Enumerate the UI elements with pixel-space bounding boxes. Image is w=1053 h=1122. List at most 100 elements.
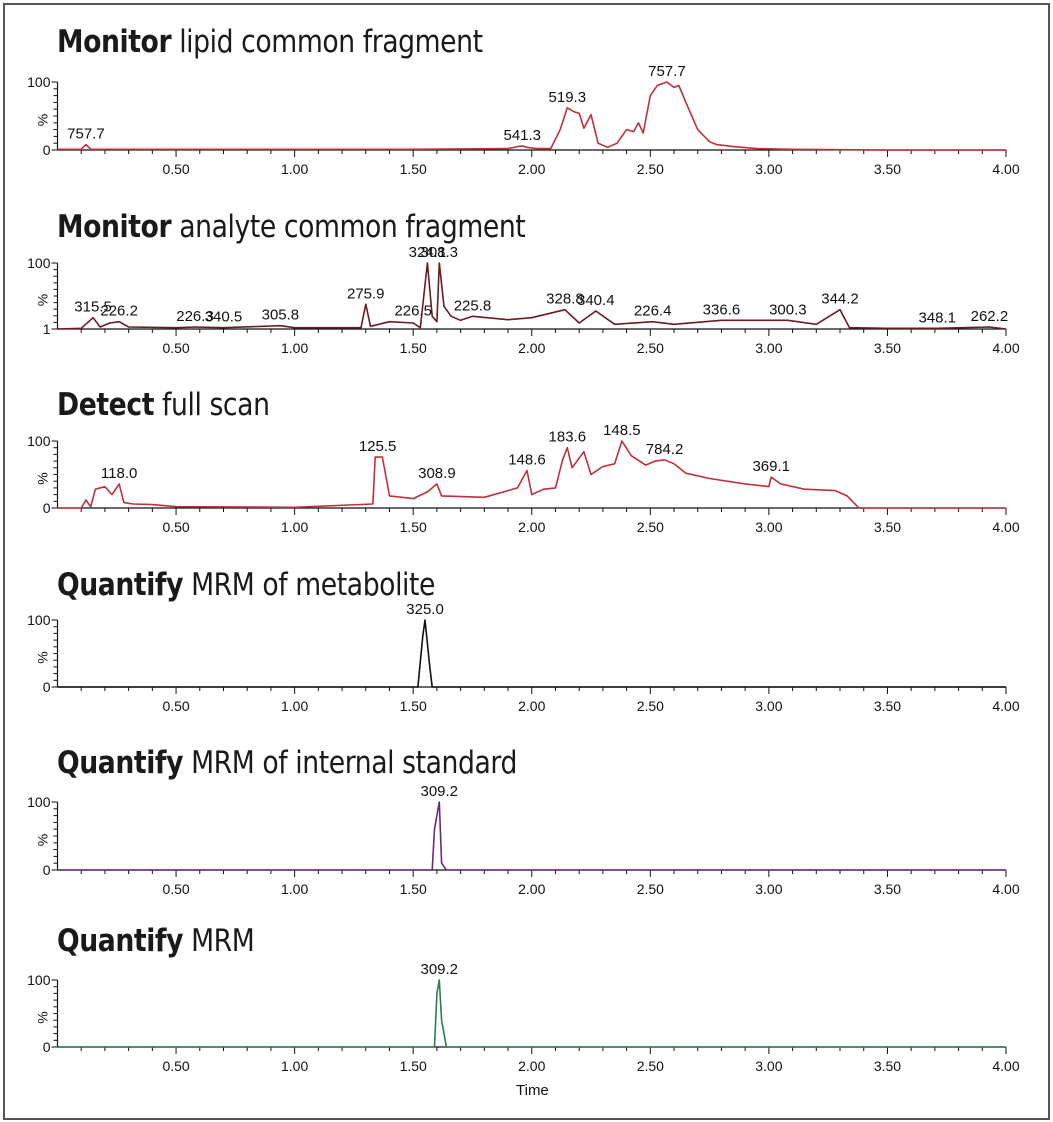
peak-label: 315.5 [74,299,112,316]
title-rest: MRM of internal standard [183,745,517,781]
x-tick-label: 4.00 [992,340,1019,356]
y-axis-label: % [35,834,51,846]
peak-label: 183.6 [549,429,587,446]
x-tick-label: 1.50 [400,519,427,535]
x-tick-label: 4.00 [992,1058,1019,1074]
x-tick-label: 2.50 [637,881,664,897]
peak-label: 275.9 [347,285,385,302]
peak-label: 344.2 [821,291,859,308]
peak-label: 336.6 [703,301,741,318]
x-tick-label: 2.50 [637,1058,664,1074]
title-rest: MRM [183,923,255,959]
panel-title-lipid: Monitor lipid common fragment [57,24,483,60]
peak-label: 348.1 [918,309,956,326]
panel-title-analyte: Monitor analyte common fragment [57,209,526,245]
y-axis-label: % [35,472,51,484]
x-tick-label: 2.50 [637,519,664,535]
peak-label: 757.7 [648,63,686,80]
x-tick-label: 2.50 [637,161,664,177]
x-tick-label: 3.50 [874,161,901,177]
x-tick-label: 0.50 [162,519,189,535]
peak-label: 328.8 [546,291,584,308]
x-tick-label: 0.50 [162,340,189,356]
x-tick-label: 1.00 [281,340,308,356]
title-bold: Quantify [57,567,184,603]
x-tick-label: 3.00 [755,881,782,897]
x-tick-label: 1.00 [281,519,308,535]
peak-label: 118.0 [101,465,137,482]
chromatogram-panel: 100 1% 0.50 1.00 1.50 2.00 2.50 3.00 3.50 4.00 315… [27,244,1020,356]
peak-label: 757.7 [67,126,105,143]
y-tick-top: 100 [27,972,51,988]
figure-frame [3,3,1050,1120]
peak-label: 325.0 [406,601,444,618]
y-tick-bottom: 0 [43,862,51,878]
peak-label: 340.4 [577,292,615,309]
x-tick-label: 3.50 [874,1058,901,1074]
x-tick-label: 4.00 [992,881,1019,897]
peak-label: 300.3 [769,301,807,318]
title-rest: analyte common fragment [171,209,526,245]
chromatogram-trace [57,262,1007,330]
chromatogram-panel: 100 0% 0.50 1.00 1.50 2.00 2.50 3.00 3.50 4.00 325… [27,601,1020,714]
x-tick-label: 4.00 [992,519,1019,535]
peak-label: 308.3 [420,244,458,261]
peak-label: 226.5 [394,303,432,320]
y-tick-top: 100 [27,255,51,271]
peak-label: 340.5 [205,309,243,326]
chromatogram-panel: 100 0% 0.50 1.00 1.50 2.00 2.50 3.00 3.50 4.00 309… [27,783,1020,897]
title-bold: Quantify [57,923,184,959]
x-tick-label: 3.50 [874,519,901,535]
x-tick-label: 1.50 [400,1058,427,1074]
panel-title-metabolite: Quantify MRM of metabolite [57,567,435,603]
x-tick-label: 3.00 [755,161,782,177]
x-tick-label: 0.50 [162,161,189,177]
y-tick-bottom: 0 [43,142,51,158]
y-tick-bottom: 1 [43,321,51,337]
x-tick-label: 3.00 [755,340,782,356]
y-axis-label: % [35,1011,51,1023]
x-tick-label: 1.00 [281,161,308,177]
x-tick-label: 1.00 [281,881,308,897]
x-tick-label: 1.50 [400,881,427,897]
x-tick-label: 3.00 [755,1058,782,1074]
x-tick-label: 2.00 [518,161,545,177]
title-bold: Detect [57,387,155,423]
peak-label: 324.1 [409,244,447,261]
peak-label: 148.5 [603,422,641,439]
x-axis-label: Time [516,1082,549,1099]
y-tick-top: 100 [27,74,51,90]
peak-label: 226.4 [634,303,672,320]
x-tick-label: 2.00 [518,881,545,897]
peak-label: 308.9 [418,465,456,482]
chromatogram-trace [57,81,1006,151]
chromatogram-panel: 100 0% 0.50 1.00 1.50 2.00 2.50 3.00 3.50 4.00 309… [27,961,1020,1074]
title-bold: Monitor [57,24,172,60]
peak-label: 226.2 [100,303,138,320]
x-tick-label: 0.50 [162,881,189,897]
chromatogram-panel: 100 0% 0.50 1.00 1.50 2.00 2.50 3.00 3.50 4.00 757… [27,63,1020,177]
y-tick-top: 100 [27,612,51,628]
y-tick-bottom: 0 [43,1039,51,1055]
peak-label: 225.8 [454,297,492,314]
x-tick-label: 3.50 [874,340,901,356]
peak-label: 309.2 [420,961,458,978]
x-tick-label: 2.00 [518,698,545,714]
x-tick-label: 3.50 [874,881,901,897]
y-tick-top: 100 [27,433,51,449]
peak-label: 784.2 [646,441,684,458]
x-tick-label: 2.00 [518,519,545,535]
x-tick-label: 4.00 [992,161,1019,177]
chromatogram-panel: 100 0% 0.50 1.00 1.50 2.00 2.50 3.00 3.50 4.00 118… [27,422,1020,535]
x-tick-label: 1.00 [281,698,308,714]
peak-label: 125.5 [359,438,397,455]
x-tick-label: 2.50 [637,340,664,356]
chromatogram-trace [57,979,1006,1048]
panel-title-fullscan: Detect full scan [57,387,270,423]
peak-label: 148.6 [508,451,546,468]
x-tick-label: 2.50 [637,698,664,714]
title-rest: lipid common fragment [171,24,483,60]
y-axis-label: % [35,651,51,663]
y-tick-top: 100 [27,794,51,810]
x-tick-label: 1.50 [400,161,427,177]
